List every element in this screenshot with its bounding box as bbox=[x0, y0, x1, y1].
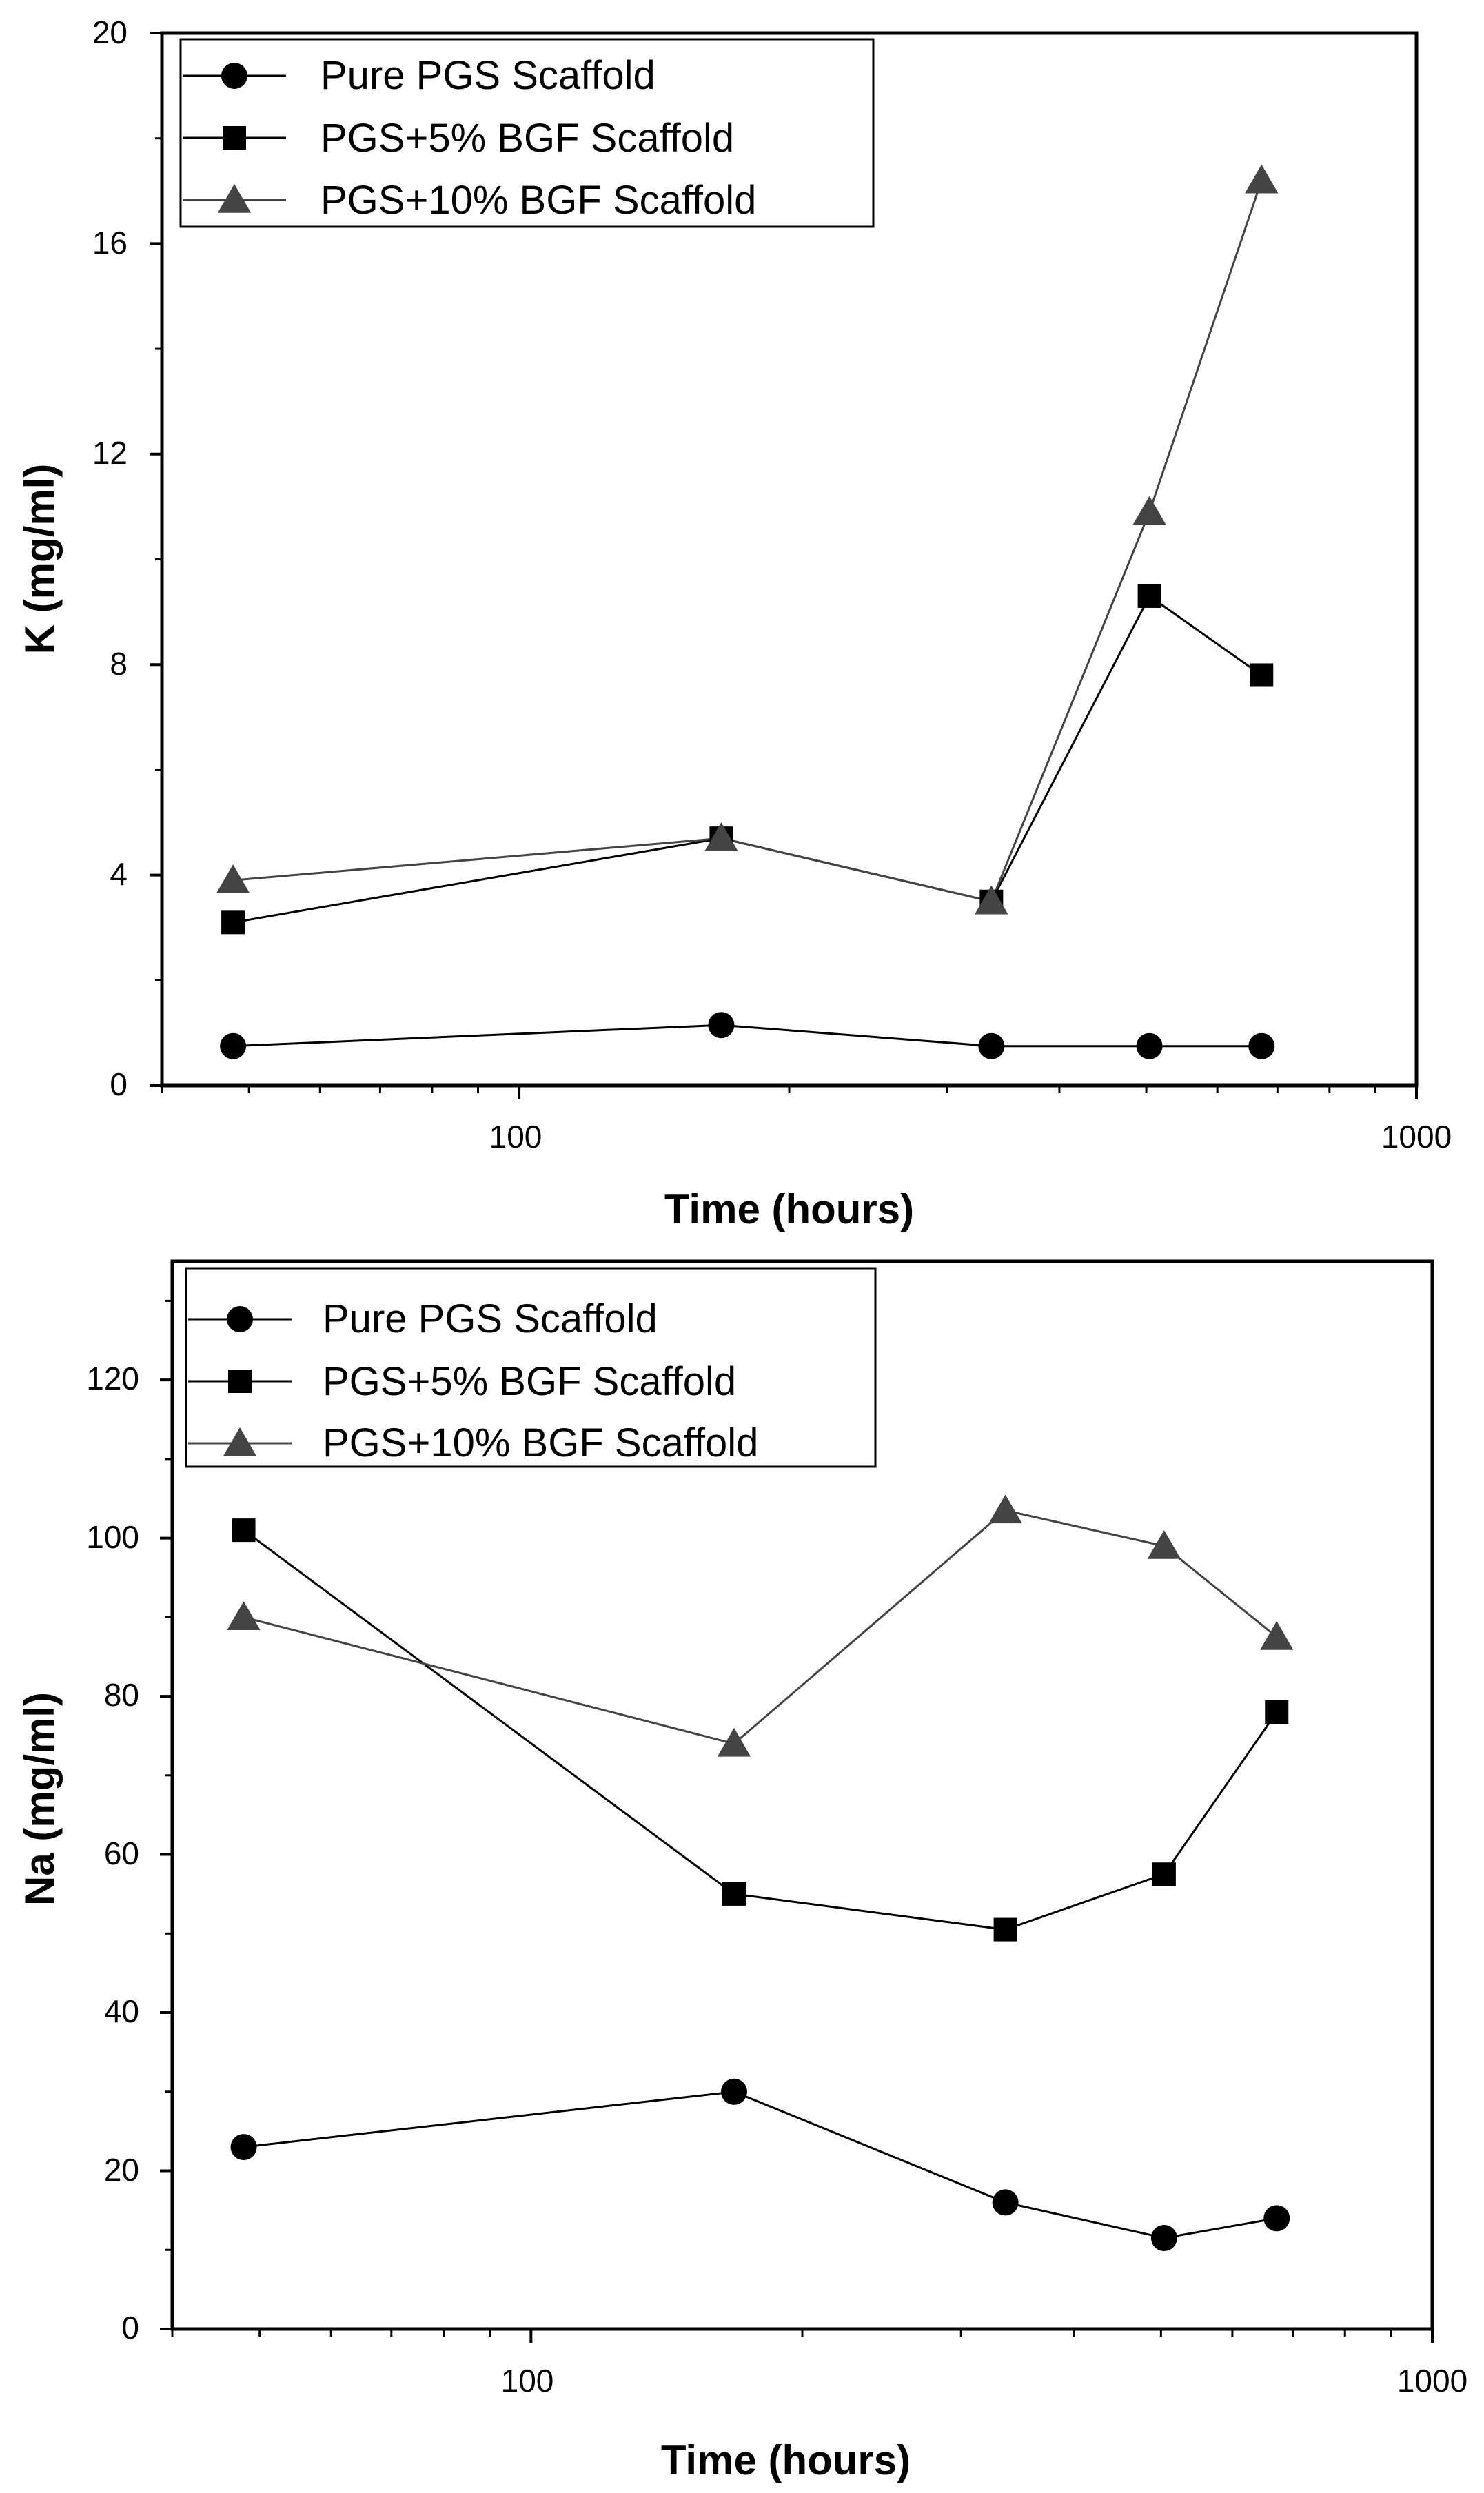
data-point-triangle bbox=[1245, 164, 1279, 194]
data-point-circle bbox=[978, 1032, 1005, 1059]
y-tick-label: 8 bbox=[110, 646, 128, 682]
legend: Pure PGS Scaffold PGS+5% BGF Scaffold PG… bbox=[179, 38, 875, 228]
x-tick-label: 100 bbox=[501, 2363, 554, 2399]
legend-symbol-pure-pgs bbox=[188, 1306, 292, 1332]
data-point-triangle bbox=[1132, 496, 1166, 525]
data-point-triangle bbox=[975, 885, 1008, 915]
y-tick-label: 0 bbox=[110, 1066, 128, 1102]
data-point-square bbox=[1152, 1862, 1176, 1886]
series-line-square bbox=[232, 594, 1263, 924]
series-layer bbox=[227, 1494, 1294, 2252]
legend-label-pgs-5-bgf: PGS+5% BGF Scaffold bbox=[321, 116, 734, 161]
legend-symbol-pure-pgs bbox=[183, 63, 286, 89]
data-point-square bbox=[221, 910, 245, 935]
data-point-square bbox=[722, 1882, 746, 1906]
data-point-circle bbox=[1136, 1032, 1163, 1059]
y-tick-label: 120 bbox=[86, 1361, 139, 1396]
na-chart: 0 20 40 60 80 100 120 100 1000 Time (hou… bbox=[17, 1259, 1467, 2483]
data-point-square bbox=[1250, 663, 1274, 687]
data-point-circle bbox=[1263, 2205, 1290, 2232]
legend-marker-circle bbox=[221, 63, 247, 89]
data-point-triangle bbox=[704, 822, 738, 851]
y-tick-label: 80 bbox=[104, 1677, 139, 1713]
legend-marker-triangle bbox=[223, 1427, 257, 1456]
data-point-triangle bbox=[1147, 1529, 1181, 1559]
legend-box bbox=[185, 1267, 877, 1468]
series-layer bbox=[216, 164, 1279, 1059]
series-line-circle bbox=[243, 2090, 1277, 2239]
series-line-triangle bbox=[232, 180, 1263, 903]
data-point-triangle bbox=[988, 1494, 1022, 1524]
data-point-circle bbox=[220, 1032, 247, 1059]
x-tick-label: 1000 bbox=[1397, 2363, 1467, 2399]
y-tick-label: 60 bbox=[104, 1835, 139, 1871]
legend-symbol-pgs-10-bgf bbox=[183, 183, 286, 213]
data-point-circle bbox=[1248, 1032, 1275, 1059]
k-chart: 0 4 8 12 16 20 100 1000 Time (hours) K (… bbox=[17, 14, 1452, 1232]
data-point-square bbox=[993, 1917, 1017, 1942]
data-point-circle bbox=[1150, 2225, 1177, 2252]
legend-label-pgs-10-bgf: PGS+10% BGF Scaffold bbox=[323, 1421, 758, 1465]
series-line-triangle bbox=[243, 1509, 1278, 1745]
data-point-square bbox=[1265, 1700, 1289, 1724]
legend: Pure PGS Scaffold PGS+5% BGF Scaffold PG… bbox=[185, 1267, 877, 1468]
y-tick-label: 20 bbox=[92, 14, 128, 50]
legend-label-pure-pgs: Pure PGS Scaffold bbox=[323, 1296, 658, 1341]
x-tick-label: 100 bbox=[489, 1119, 542, 1154]
legend-symbol-pgs-5-bgf bbox=[188, 1370, 292, 1393]
y-axis-title: Na (mg/ml) bbox=[17, 1692, 63, 1906]
series-line-circle bbox=[233, 1024, 1262, 1048]
y-tick-label: 12 bbox=[92, 435, 128, 471]
y-tick-label: 100 bbox=[86, 1519, 139, 1555]
y-tick-label: 20 bbox=[104, 2152, 139, 2188]
data-point-triangle bbox=[216, 864, 250, 893]
series-line-square bbox=[243, 1529, 1278, 1931]
y-tick-label: 40 bbox=[104, 1993, 139, 2029]
y-tick-label: 4 bbox=[110, 856, 128, 892]
data-point-circle bbox=[230, 2134, 257, 2161]
legend-label-pgs-5-bgf: PGS+5% BGF Scaffold bbox=[323, 1359, 736, 1404]
x-axis-title: Time (hours) bbox=[664, 1186, 914, 1232]
data-point-triangle bbox=[1260, 1620, 1294, 1650]
data-point-triangle bbox=[227, 1601, 261, 1631]
x-tick-label: 1000 bbox=[1381, 1119, 1452, 1154]
data-point-square bbox=[1137, 584, 1161, 608]
y-tick-label: 16 bbox=[92, 225, 128, 261]
data-point-circle bbox=[992, 2189, 1019, 2216]
legend-label-pure-pgs: Pure PGS Scaffold bbox=[321, 53, 655, 98]
axis-ticks bbox=[150, 32, 1418, 1099]
legend-marker-triangle bbox=[217, 183, 252, 213]
legend-symbol-pgs-10-bgf bbox=[188, 1427, 292, 1456]
data-point-circle bbox=[708, 1012, 735, 1039]
y-tick-label: 0 bbox=[121, 2310, 139, 2346]
legend-marker-circle bbox=[227, 1306, 253, 1332]
data-point-square bbox=[232, 1518, 256, 1543]
legend-marker-square bbox=[223, 126, 246, 150]
legend-marker-square bbox=[228, 1370, 252, 1393]
axis-ticks bbox=[160, 1299, 1434, 2343]
legend-symbol-pgs-5-bgf bbox=[183, 126, 286, 150]
y-axis-title: K (mg/ml) bbox=[17, 464, 63, 655]
legend-box bbox=[179, 38, 875, 228]
legend-label-pgs-10-bgf: PGS+10% BGF Scaffold bbox=[321, 178, 756, 223]
x-axis-title: Time (hours) bbox=[661, 2437, 911, 2483]
data-point-circle bbox=[720, 2078, 747, 2105]
data-point-triangle bbox=[717, 1727, 751, 1757]
